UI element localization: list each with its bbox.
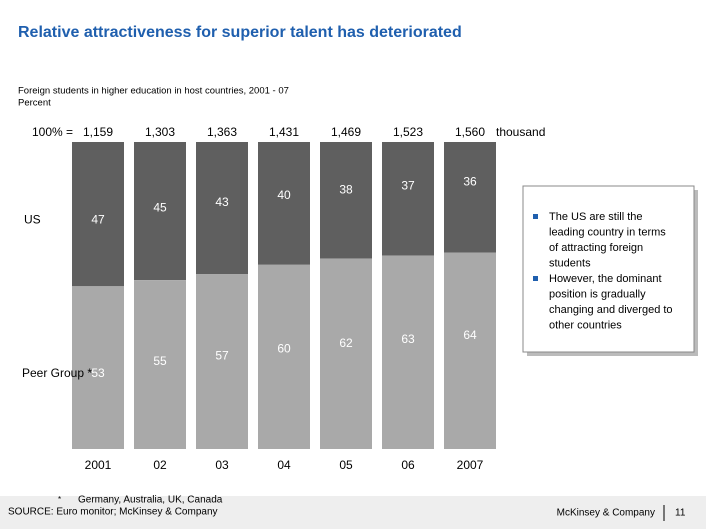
bullet <box>533 276 538 281</box>
bar-segment <box>320 258 372 449</box>
page-number: 11 <box>675 508 686 519</box>
total-label: 1,431 <box>269 125 299 139</box>
total-prefix: 100% = <box>32 125 73 139</box>
bar-segment <box>258 264 310 449</box>
bar-segment <box>134 280 186 449</box>
bar-segment <box>382 255 434 449</box>
legend-label: Peer Group * <box>22 366 92 380</box>
x-tick-label: 02 <box>153 458 167 472</box>
x-tick-label: 2007 <box>457 458 484 472</box>
value-label: 38 <box>339 183 353 197</box>
bar-segment <box>258 142 310 265</box>
value-label: 45 <box>153 201 167 215</box>
value-label: 62 <box>339 336 353 350</box>
x-tick-label: 04 <box>277 458 291 472</box>
x-tick-label: 05 <box>339 458 353 472</box>
bullet <box>533 214 538 219</box>
total-unit: thousand <box>496 125 545 139</box>
bar-segment <box>382 142 434 256</box>
unit-label: Percent <box>18 98 51 109</box>
value-label: 64 <box>463 328 477 342</box>
total-label: 1,523 <box>393 125 423 139</box>
footnote-marker: * <box>58 495 61 504</box>
bar-segment <box>134 142 186 281</box>
bar-segment <box>320 142 372 259</box>
x-tick-label: 06 <box>401 458 415 472</box>
note: However, the dominant position is gradual… <box>549 273 673 332</box>
x-tick-label: 03 <box>215 458 229 472</box>
notes: The US are still the leading country in t… <box>533 211 673 332</box>
value-label: 47 <box>91 212 105 226</box>
value-label: 37 <box>401 178 415 192</box>
total-label: 1,159 <box>83 125 113 139</box>
notes-box <box>522 185 695 353</box>
bar-segment <box>196 142 248 275</box>
bar-segment <box>72 142 124 287</box>
footer <box>0 496 706 529</box>
total-label: 1,363 <box>207 125 237 139</box>
value-label: 55 <box>153 354 167 368</box>
chart-title: Relative attractiveness for superior tal… <box>18 24 462 41</box>
total-label: 1,469 <box>331 125 361 139</box>
value-label: 36 <box>463 174 477 188</box>
bar-segment <box>444 142 496 253</box>
bar-segment <box>72 286 124 449</box>
value-label: 60 <box>277 342 291 356</box>
legend-label: US <box>24 212 41 226</box>
bar-segment <box>444 252 496 449</box>
bar-segment <box>196 274 248 449</box>
value-label: 57 <box>215 349 229 363</box>
footnote: Germany, Australia, UK, Canada <box>78 495 223 506</box>
value-label: 43 <box>215 195 229 209</box>
value-label: 40 <box>277 188 291 202</box>
total-label: 1,303 <box>145 125 175 139</box>
value-label: 63 <box>401 332 415 346</box>
brand: McKinsey & Company <box>557 508 655 519</box>
x-tick-label: 2001 <box>85 458 112 472</box>
source: SOURCE: Euro monitor; McKinsey & Company <box>8 507 218 518</box>
total-label: 1,560 <box>455 125 485 139</box>
value-label: 53 <box>91 366 105 380</box>
subtitle: Foreign students in higher education in … <box>18 86 289 97</box>
note: The US are still the leading country in t… <box>549 211 666 270</box>
